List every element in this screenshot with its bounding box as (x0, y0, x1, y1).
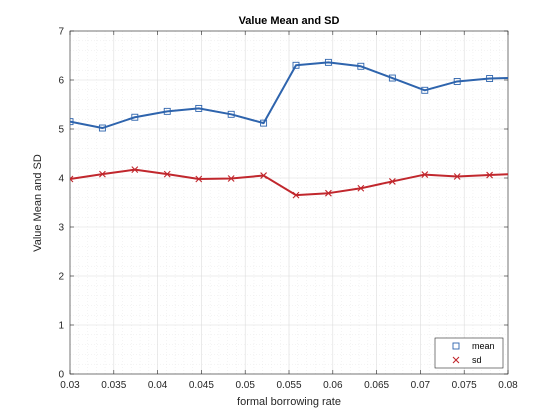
x-axis-label: formal borrowing rate (237, 396, 341, 408)
x-tick-label: 0.055 (276, 380, 301, 391)
x-tick-label: 0.04 (148, 380, 168, 391)
chart-title: Value Mean and SD (239, 15, 340, 27)
x-tick-label: 0.035 (101, 380, 126, 391)
legend-label-mean: mean (472, 341, 495, 351)
legend-label-sd: sd (472, 355, 482, 365)
x-tick-label: 0.06 (323, 380, 343, 391)
legend: mean sd (435, 338, 503, 368)
y-tick-label: 2 (58, 272, 64, 283)
x-tick-label: 0.07 (411, 380, 431, 391)
y-tick-label: 0 (58, 370, 64, 381)
x-tick-label: 0.03 (60, 380, 80, 391)
y-tick-label: 5 (58, 125, 64, 136)
y-tick-label: 7 (58, 27, 64, 38)
x-tick-label: 0.08 (498, 380, 518, 391)
y-tick-label: 3 (58, 223, 64, 234)
x-tick-label: 0.075 (452, 380, 477, 391)
y-tick-label: 1 (58, 321, 64, 332)
y-axis-label: Value Mean and SD (32, 154, 44, 252)
x-tick-label: 0.05 (235, 380, 255, 391)
x-tick-label: 0.065 (364, 380, 389, 391)
plot-area: 0.03 0.035 0.04 0.045 0.05 0.055 0.06 0.065 0.07… (58, 27, 525, 392)
y-tick-label: 6 (58, 76, 64, 87)
x-tick-label: 0.045 (189, 380, 214, 391)
y-tick-label: 4 (58, 174, 64, 185)
